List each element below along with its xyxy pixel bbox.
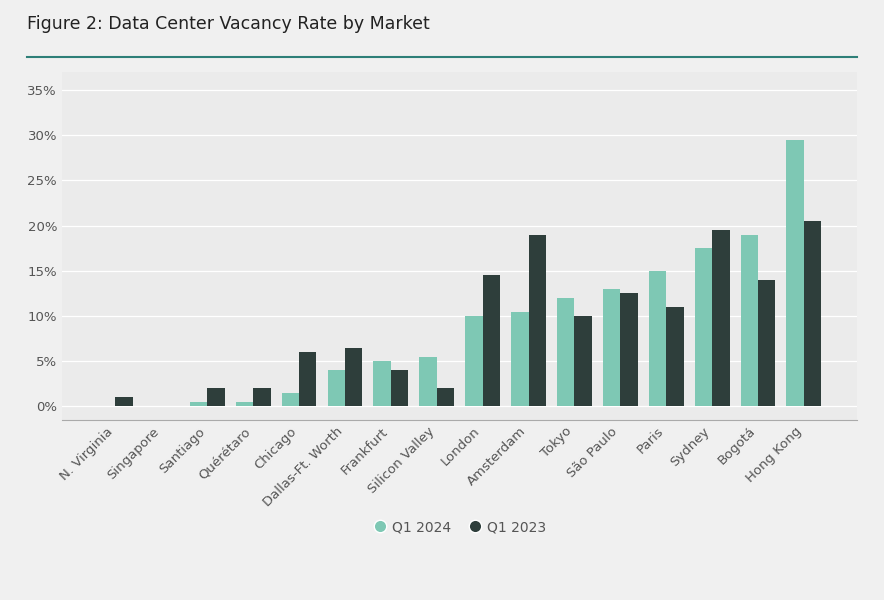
Text: Figure 2: Data Center Vacancy Rate by Market: Figure 2: Data Center Vacancy Rate by Ma… (27, 15, 430, 33)
Bar (253, 388, 271, 406)
Bar (391, 370, 408, 406)
Bar (327, 370, 345, 406)
Bar (741, 235, 758, 406)
Bar (282, 393, 299, 406)
Bar (787, 140, 804, 406)
Bar (299, 352, 316, 406)
Bar (345, 347, 362, 406)
Bar (804, 221, 821, 406)
Bar (511, 311, 529, 406)
Bar (575, 316, 592, 406)
Bar (649, 271, 667, 406)
Bar (437, 388, 454, 406)
Bar (621, 293, 637, 406)
Legend: Q1 2024, Q1 2023: Q1 2024, Q1 2023 (366, 514, 553, 542)
Bar (483, 275, 500, 406)
Bar (236, 402, 253, 406)
Bar (190, 402, 207, 406)
Bar (207, 388, 225, 406)
Bar (603, 289, 621, 406)
Bar (116, 397, 133, 406)
Bar (373, 361, 391, 406)
Bar (695, 248, 713, 406)
Bar (557, 298, 575, 406)
Bar (419, 357, 437, 406)
Bar (465, 316, 483, 406)
Bar (758, 280, 775, 406)
Bar (529, 235, 546, 406)
Bar (713, 230, 729, 406)
Bar (667, 307, 683, 406)
